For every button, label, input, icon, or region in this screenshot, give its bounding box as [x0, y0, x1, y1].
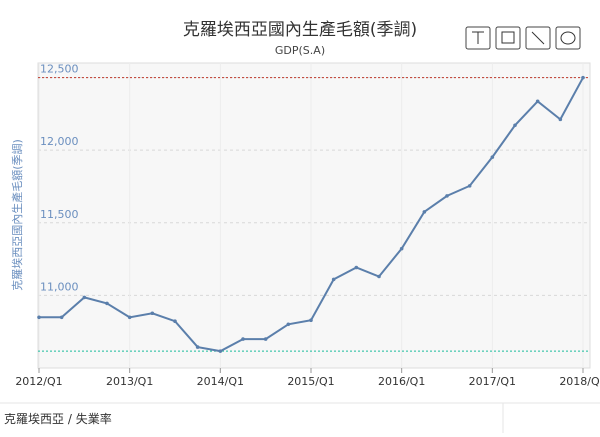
ellipse-icon [560, 31, 576, 45]
point [195, 345, 200, 349]
x-tick-label: 2014/Q1 [197, 375, 244, 388]
point [467, 184, 472, 188]
point [422, 210, 427, 214]
text-icon [472, 31, 484, 44]
point [286, 322, 291, 327]
y-axis-title: 克羅埃西亞國內生產毛額(季調) [10, 139, 24, 291]
point [59, 315, 64, 320]
point [105, 301, 109, 306]
chart-subtitle: GDP(S.A) [275, 44, 325, 57]
point [82, 295, 87, 300]
plot-area [37, 62, 591, 369]
point [399, 246, 404, 251]
point [513, 123, 517, 128]
breadcrumb-separator: / [68, 412, 73, 426]
x-tick-label: 2013/Q1 [106, 375, 153, 388]
breadcrumb: 克羅埃西亞 / 失業率 [4, 411, 112, 426]
point [150, 311, 155, 316]
point [558, 117, 563, 122]
point [218, 349, 223, 353]
breadcrumb-item[interactable]: 失業率 [76, 411, 112, 426]
line-icon [531, 31, 545, 45]
point [37, 315, 41, 320]
point [173, 319, 177, 324]
point [535, 99, 540, 104]
point [490, 155, 495, 159]
y-tick-label: 12,500 [40, 63, 79, 76]
y-tick-label: 12,000 [40, 135, 79, 148]
toolbar [465, 26, 581, 50]
y-tick-label: 11,500 [40, 208, 79, 221]
point [331, 277, 336, 282]
point [377, 274, 381, 279]
point [127, 315, 132, 320]
rect-tool[interactable] [495, 26, 521, 50]
point [309, 318, 313, 323]
chart-title: 克羅埃西亞國內生產毛額(季調) [183, 20, 417, 40]
x-tick-label: 2018/Q1 [559, 375, 600, 388]
point [445, 194, 449, 198]
point [263, 337, 268, 341]
x-tick-label: 2012/Q1 [15, 375, 62, 388]
ellipse-tool[interactable] [555, 26, 581, 50]
x-tick-label: 2015/Q1 [287, 375, 334, 388]
rect-icon [501, 31, 515, 44]
y-tick-label: 11,000 [40, 280, 79, 293]
x-tick-label: 2017/Q1 [469, 375, 516, 388]
breadcrumb-item[interactable]: 克羅埃西亞 [4, 412, 64, 426]
point [581, 75, 585, 80]
point [354, 265, 359, 270]
point [241, 337, 245, 341]
x-tick-label: 2016/Q1 [378, 375, 425, 388]
